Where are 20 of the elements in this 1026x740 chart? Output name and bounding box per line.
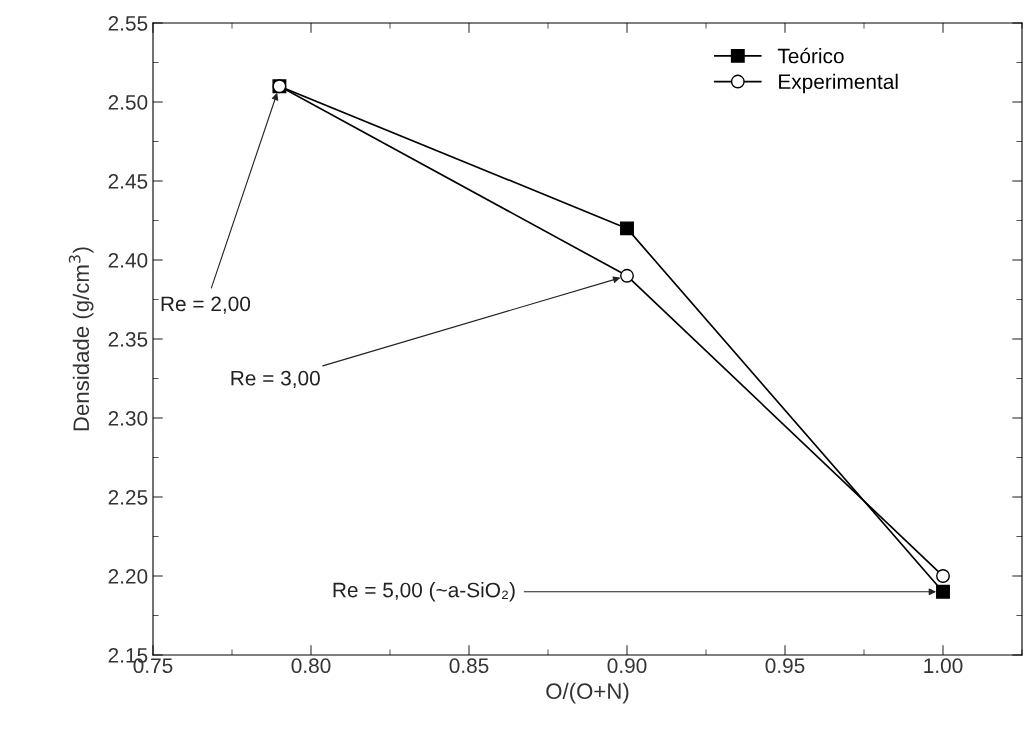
- y-tick-label: 2.20: [108, 569, 148, 584]
- y-tick-label: 2.30: [108, 411, 148, 426]
- x-tick-label: 0.90: [607, 658, 647, 674]
- x-tick-label: 0.95: [765, 658, 805, 674]
- annotation: Re = 2,00: [161, 296, 251, 314]
- legend-label: Teórico: [777, 47, 844, 64]
- x-axis-title: O/(O+N): [546, 682, 629, 704]
- x-tick-label: 0.80: [291, 658, 331, 674]
- y-tick-label: 2.55: [108, 16, 148, 31]
- annotation: Re = 5,00 (~a-SiO₂): [333, 582, 515, 602]
- x-tick-label: 1.00: [924, 658, 963, 674]
- y-tick-label: 2.50: [108, 95, 148, 110]
- y-tick-label: 2.40: [108, 253, 148, 268]
- y-tick-label: 2.35: [108, 332, 148, 347]
- y-axis-title: Densidade (g/cm$^{3}$): [68, 247, 94, 431]
- annotation: Re = 3,00: [231, 370, 320, 389]
- x-tick-label: 0.85: [449, 658, 489, 674]
- legend-label: Experimental: [779, 73, 898, 94]
- y-tick-label: 2.45: [108, 174, 148, 189]
- y-tick-label: 2.25: [108, 490, 148, 505]
